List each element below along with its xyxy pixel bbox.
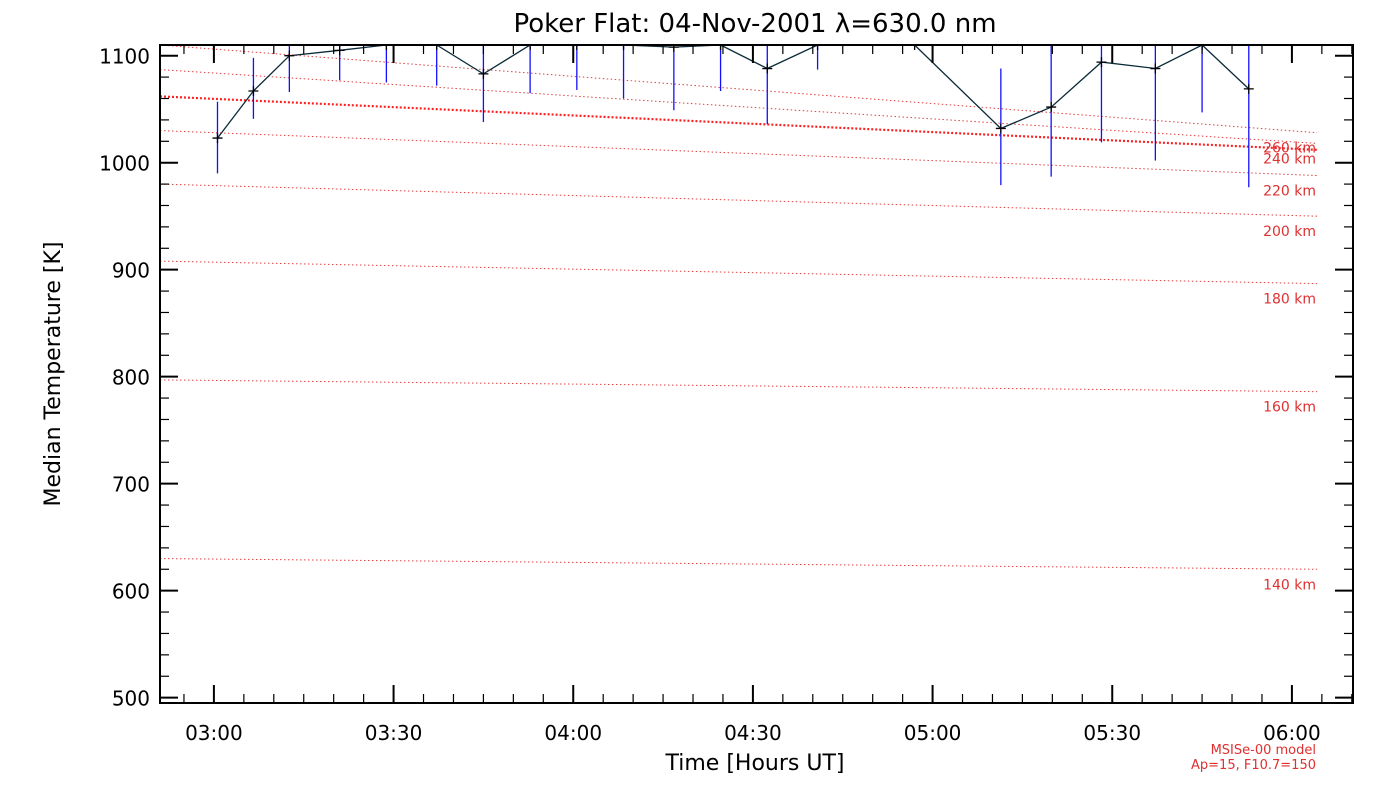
altitude-line-160-km [160, 379, 1318, 393]
chart-title: Poker Flat: 04-Nov-2001 λ=630.0 nm [513, 9, 996, 39]
data-point-8 [571, 45, 582, 50]
model-curve-group [160, 95, 1318, 151]
data-point-1 [248, 86, 259, 97]
measurement-series [212, 45, 1254, 144]
data-point-0 [212, 133, 223, 144]
data-point-18 [1150, 63, 1161, 74]
altitude-labels: 140 km 160 km 180 km 200 km 220 km 240 km260 … [1263, 141, 1316, 594]
altitude-label-140-km: 140 km [1263, 577, 1316, 593]
altitude-label-180-km: 180 km [1263, 292, 1316, 308]
altitude-line-140-km [160, 558, 1318, 570]
data-point-6 [478, 68, 489, 79]
altitude-label-240-km: 240 km [1263, 151, 1316, 167]
y-axis-title: Median Temperature [K] [41, 242, 66, 507]
data-point-17 [1096, 57, 1107, 68]
x-tick-label-0600: 06:00 [1263, 721, 1321, 745]
data-point-7 [525, 45, 536, 50]
y-tick-label-1000: 1000 [99, 152, 150, 176]
data-point-10 [668, 45, 679, 53]
altitude-line-220-km [160, 130, 1318, 177]
data-point-20 [1243, 83, 1254, 94]
data-point-12 [762, 63, 773, 74]
altitude-line-180-km [160, 260, 1318, 285]
x-tick-label-0530: 05:30 [1083, 721, 1141, 745]
data-point-2 [284, 50, 295, 61]
model-note-line-2: Ap=15, F10.7=150 [1191, 758, 1316, 773]
x-tick-label-0330: 03:30 [365, 721, 423, 745]
data-point-16 [1046, 102, 1057, 113]
data-point-9 [618, 45, 629, 50]
data-point-14 [909, 45, 920, 50]
y-tick-label-1100: 1100 [99, 45, 150, 69]
x-tick-label-0400: 04:00 [544, 721, 602, 745]
data-point-3 [334, 45, 345, 56]
altitude-lines [160, 45, 1318, 570]
y-tick-label-500: 500 [112, 687, 150, 711]
model-note-line-1: MSISe-00 model [1211, 743, 1316, 758]
data-point-13 [812, 45, 823, 50]
x-tick-label-0430: 04:30 [724, 721, 782, 745]
data-point-11 [715, 45, 726, 50]
y-tick-label-600: 600 [112, 580, 150, 604]
x-tick-label-0500: 05:00 [904, 721, 962, 745]
plot-frame [159, 44, 1354, 704]
altitude-label-260-km: 260 km [1263, 141, 1316, 157]
y-tick-label-800: 800 [112, 366, 150, 390]
altitude-label-160-km: 160 km [1263, 400, 1316, 416]
y-tick-label-900: 900 [112, 259, 150, 283]
data-point-5 [431, 45, 442, 50]
altitude-label-220-km: 220 km [1263, 184, 1316, 200]
data-point-15 [995, 123, 1006, 134]
altitude-line-200-km [160, 183, 1318, 217]
altitude-label-200-km: 200 km [1263, 224, 1316, 240]
model-curve [160, 95, 1318, 151]
measurement-line [216, 45, 1250, 139]
x-axis-title: Time [Hours UT] [665, 751, 845, 776]
data-point-4 [381, 45, 392, 50]
altitude-line-240-km [160, 69, 1318, 144]
x-tick-label-0300: 03:00 [185, 721, 243, 745]
error-bars [216, 45, 1250, 188]
axis-ticks: 500 600 700 800 900 1000 1100 03:00 03:30 04:00 04… [99, 45, 1353, 745]
altitude-line-260-km [160, 45, 1318, 134]
y-tick-label-700: 700 [112, 473, 150, 497]
